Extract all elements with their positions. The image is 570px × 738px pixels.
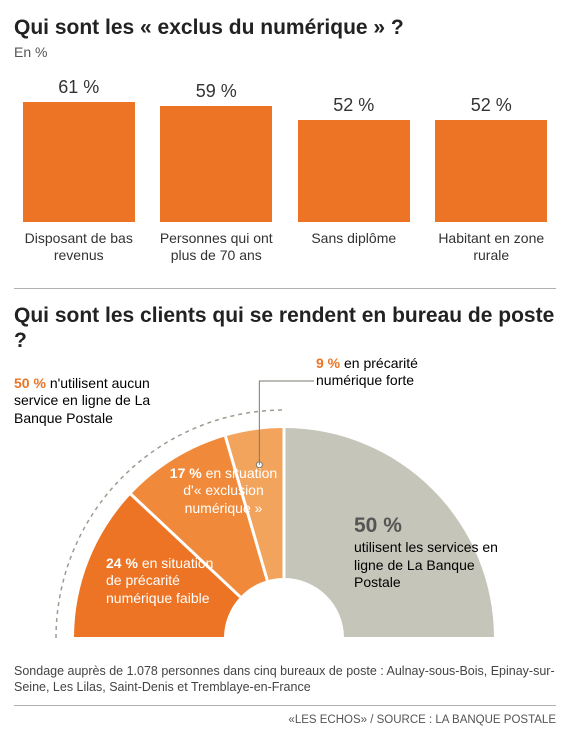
annot-50-left: 50 % n'utilisent aucun service en ligne … <box>14 375 164 428</box>
half-donut-chart: 50 % n'utilisent aucun service en ligne … <box>14 363 556 643</box>
annot-pct: 17 % <box>170 465 202 481</box>
annot-50-right: 50 % utilisent les services en ligne de … <box>354 513 504 592</box>
bar-value: 59 % <box>196 81 237 102</box>
divider <box>14 288 556 289</box>
section1-title: Qui sont les « exclus du numérique » ? <box>14 16 556 40</box>
bar-chart: 61 % 59 % 52 % 52 % <box>14 72 556 222</box>
bar-label: Personnes qui ont plus de 70 ans <box>156 230 278 264</box>
bar-labels-row: Disposant de bas revenus Personnes qui o… <box>14 222 556 264</box>
annot-pct: 9 % <box>316 355 340 371</box>
annot-24: 24 % en situation de précarité numérique… <box>106 555 226 608</box>
bar-value: 61 % <box>58 77 99 98</box>
bar-rect <box>298 120 410 222</box>
bar-value: 52 % <box>471 95 512 116</box>
annot-pct: 50 % <box>14 375 46 391</box>
annot-pct: 24 % <box>106 555 138 571</box>
bar-rect <box>160 106 272 222</box>
source: «LES ECHOS» / SOURCE : LA BANQUE POSTALE <box>14 705 556 726</box>
bar-rect <box>23 102 135 222</box>
annot-pct: 50 % <box>354 514 402 537</box>
bar-col: 52 % <box>293 95 415 222</box>
annot-text: utilisent les services en ligne de La Ba… <box>354 539 498 590</box>
bar-value: 52 % <box>333 95 374 116</box>
footnote: Sondage auprès de 1.078 personnes dans c… <box>14 663 556 696</box>
section1-unit: En % <box>14 44 556 60</box>
annot-17: 17 % en situation d'« exclusion numériqu… <box>166 465 281 518</box>
bar-label: Habitant en zone rurale <box>431 230 553 264</box>
bar-label: Sans diplôme <box>293 230 415 264</box>
bar-col: 61 % <box>18 77 140 222</box>
bar-rect <box>435 120 547 222</box>
annot-9: 9 % en précarité numérique forte <box>316 355 476 390</box>
bar-col: 59 % <box>156 81 278 222</box>
bar-label: Disposant de bas revenus <box>18 230 140 264</box>
section2-title: Qui sont les clients qui se rendent en b… <box>14 303 556 353</box>
bar-col: 52 % <box>431 95 553 222</box>
